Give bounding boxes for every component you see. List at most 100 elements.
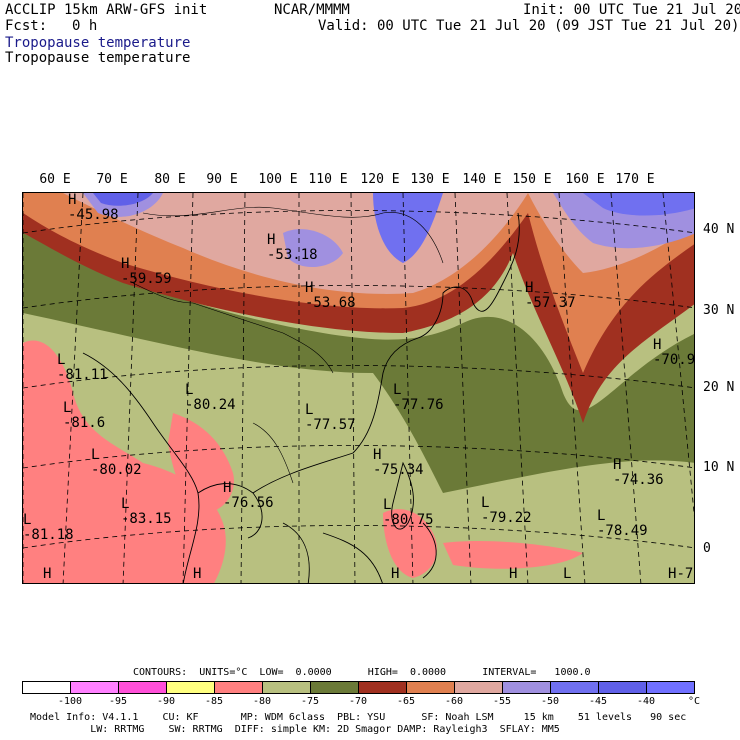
- colorbar-tick: -100: [57, 696, 83, 707]
- marker-value: -70.9: [653, 352, 695, 368]
- marker-letter: H: [653, 337, 662, 353]
- low-marker: L -79.22: [481, 496, 532, 526]
- colorbar-tick: -65: [396, 696, 416, 707]
- marker-value: -80.02: [91, 462, 142, 478]
- marker-letter: L: [481, 495, 490, 511]
- marker-value: -59.59: [121, 271, 172, 287]
- field-band-minus80-philippines: [383, 509, 437, 578]
- marker-letter: H: [373, 447, 382, 463]
- high-marker: H: [43, 567, 51, 582]
- colorbar-swatch: [311, 682, 359, 693]
- marker-letter: H: [305, 280, 314, 296]
- colorbar-tick: -45: [588, 696, 608, 707]
- colorbar-swatch: [407, 682, 455, 693]
- colorbar-tick: -70: [348, 696, 368, 707]
- field-title-2: Tropopause temperature: [5, 50, 191, 66]
- contours-info: CONTOURS: UNITS=°C LOW= 0.0000 HIGH= 0.0…: [133, 667, 591, 678]
- high-marker: H -76.56: [223, 481, 274, 511]
- marker-letter: L: [597, 508, 606, 524]
- low-marker: L -80.24: [185, 383, 236, 413]
- field-band-blue-ne: [583, 193, 694, 216]
- valid-time: Valid: 00 UTC Tue 21 Jul 20 (09 JST Tue …: [318, 18, 740, 34]
- field-band-minus80-pacific: [443, 541, 583, 569]
- map-panel: H -45.98 H -59.59 H -53.18 H -53.68 H -57.37 …: [22, 192, 695, 584]
- model-title: ACCLIP 15km ARW-GFS init: [5, 2, 208, 18]
- low-marker: L -80.75: [383, 498, 434, 528]
- marker-letter: L: [23, 512, 32, 528]
- marker-value: -81.11: [57, 367, 108, 383]
- low-marker: L -77.57: [305, 403, 356, 433]
- marker-letter: H: [121, 256, 130, 272]
- lon-label: 120 E: [360, 172, 400, 187]
- marker-value: -75.34: [373, 462, 424, 478]
- marker-letter: H: [223, 480, 232, 496]
- lat-label: 40 N: [703, 222, 735, 237]
- high-marker: H -75.34: [373, 448, 424, 478]
- marker-letter: H: [391, 566, 400, 582]
- marker-letter: H: [613, 457, 622, 473]
- colorbar-swatch: [71, 682, 119, 693]
- marker-value: -77: [676, 566, 694, 582]
- marker-letter: L: [121, 496, 130, 512]
- marker-value: -77.57: [305, 417, 356, 433]
- marker-letter: L: [185, 382, 194, 398]
- low-marker: L -77.76: [393, 383, 444, 413]
- high-marker: H -74.36: [613, 458, 664, 488]
- coastlines: [82, 212, 520, 583]
- colorbar-swatch: [119, 682, 167, 693]
- colorbar-swatch: [23, 682, 71, 693]
- field-band-minus55: [63, 193, 694, 294]
- marker-letter: L: [563, 566, 572, 582]
- marker-value: -79.22: [481, 510, 532, 526]
- marker-letter: H: [43, 566, 52, 582]
- lat-label: 10 N: [703, 460, 735, 475]
- color-bar: [22, 681, 695, 694]
- marker-letter: H: [267, 232, 276, 248]
- high-marker: H: [509, 567, 517, 582]
- map-field-svg: [23, 193, 694, 583]
- country-borders: [132, 206, 444, 484]
- lon-label: 80 E: [154, 172, 186, 187]
- graticule: [23, 193, 694, 583]
- high-marker: H -57.37: [525, 281, 576, 311]
- colorbar-tick: °C: [687, 696, 701, 707]
- marker-value: -78.49: [597, 523, 648, 539]
- lon-label: 100 E: [258, 172, 298, 187]
- colorbar-tick: -80: [252, 696, 272, 707]
- marker-letter: L: [91, 447, 100, 463]
- colorbar-tick: -85: [204, 696, 224, 707]
- field-band-minus80-west: [23, 340, 226, 583]
- marker-value: -57.37: [525, 295, 576, 311]
- colorbar-tick: -90: [156, 696, 176, 707]
- forecast-label: Fcst:: [5, 18, 48, 34]
- high-marker: H -70.9: [653, 337, 695, 368]
- colorbar-swatch: [503, 682, 551, 693]
- lon-label: 150 E: [512, 172, 552, 187]
- colorbar-swatch: [455, 682, 503, 693]
- colorbar-swatch: [647, 682, 694, 693]
- lon-label: 130 E: [410, 172, 450, 187]
- high-marker: H-77: [668, 566, 694, 582]
- marker-value: -45.98: [68, 207, 119, 223]
- low-marker: L: [563, 567, 571, 582]
- lon-label: 140 E: [462, 172, 502, 187]
- colorbar-swatch: [359, 682, 407, 693]
- field-band-lavender-center: [283, 229, 343, 268]
- lat-label: 20 N: [703, 380, 735, 395]
- marker-letter: L: [383, 497, 392, 513]
- colorbar-tick: -75: [300, 696, 320, 707]
- marker-value: -77.76: [393, 397, 444, 413]
- lon-label: 110 E: [308, 172, 348, 187]
- field-title-1: Tropopause temperature: [5, 35, 191, 51]
- marker-letter: H: [509, 566, 518, 582]
- low-marker: L -81.11: [57, 353, 108, 383]
- marker-letter: L: [305, 402, 314, 418]
- field-band-minus80-south-asia: [168, 413, 234, 513]
- marker-value: -53.18: [267, 247, 318, 263]
- marker-letter: H: [525, 280, 534, 296]
- low-marker: L -78.49: [597, 509, 648, 539]
- high-marker: H -45.98: [68, 193, 119, 223]
- colorbar-swatch: [167, 682, 215, 693]
- field-band-blue-north: [373, 193, 443, 263]
- field-band-minus70: [23, 233, 694, 493]
